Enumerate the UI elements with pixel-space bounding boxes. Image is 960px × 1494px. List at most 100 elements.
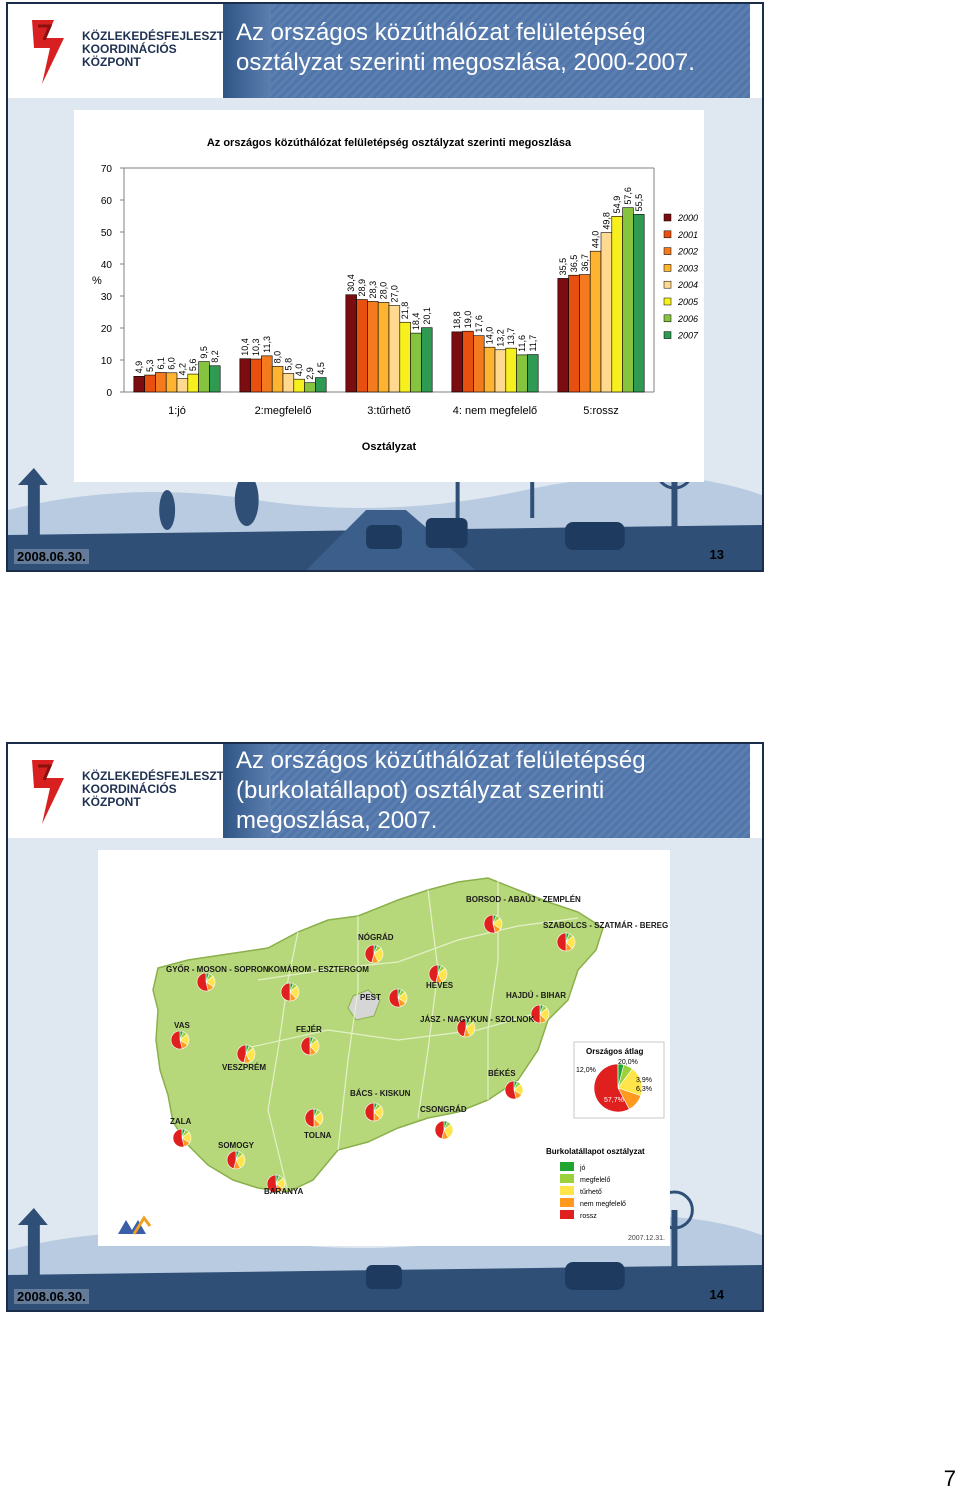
bar xyxy=(176,378,189,393)
county-map: BORSOD - ABAÚJ - ZEMPLÉN SZABOLCS - SZAT… xyxy=(118,877,668,1242)
bar xyxy=(589,250,602,393)
title-line-1: Az országos közúthálózat felületépség xyxy=(236,19,646,46)
bar-value-label: 28,0 xyxy=(379,282,389,300)
legend-label: 2006 xyxy=(677,314,698,324)
county-pie-chart xyxy=(300,1036,320,1056)
legend-swatch xyxy=(663,247,672,255)
bar xyxy=(633,214,645,393)
county-pie-chart xyxy=(483,914,503,934)
county-pie-chart xyxy=(236,1044,256,1064)
bar-value-label: 5,8 xyxy=(283,358,293,371)
y-axis-label: % xyxy=(92,275,102,287)
county-pie-chart xyxy=(226,1150,246,1170)
county-pie-chart xyxy=(556,932,576,952)
bar xyxy=(282,373,295,393)
bar xyxy=(198,361,210,393)
x-tick-label: 5:rossz xyxy=(583,405,618,417)
bar xyxy=(462,330,474,393)
county-pie-chart xyxy=(504,1080,524,1100)
logo-line-3: KÖZPONT xyxy=(82,55,141,69)
bar-value-label: 2,9 xyxy=(305,367,315,380)
legend-swatch xyxy=(663,331,672,339)
bar-value-label: 28,9 xyxy=(357,279,367,297)
bar xyxy=(250,358,262,393)
slide-header: KÖZLEKEDÉSFEJLESZTÉSI KOORDINÁCIÓS KÖZPO… xyxy=(8,744,762,838)
bar-value-label: 4,5 xyxy=(316,362,326,375)
chart-title: Az országos közúthálózat felületépség os… xyxy=(207,137,572,149)
avg-nem-megfelelo: 12,0% xyxy=(576,1067,596,1074)
legend-label: 2002 xyxy=(677,247,698,257)
bar xyxy=(261,355,273,393)
y-tick-label: 50 xyxy=(101,228,113,239)
title-line-2: osztályzat szerinti megoszlása, 2000-200… xyxy=(236,49,695,76)
bar xyxy=(600,232,613,393)
county-fejer: FEJÉR xyxy=(296,1025,322,1034)
logo-text: KÖZLEKEDÉSFEJLESZTÉSI KOORDINÁCIÓS KÖZPO… xyxy=(82,770,243,809)
legend-label: 2007 xyxy=(677,331,699,341)
bar xyxy=(209,365,221,393)
bar xyxy=(516,354,528,393)
y-tick-label: 30 xyxy=(101,292,113,303)
bar-chart: Az országos közúthálózat felületépség os… xyxy=(92,137,699,453)
bar-value-label: 19,0 xyxy=(463,311,473,329)
footer-date: 2008.06.30. xyxy=(14,549,89,564)
x-tick-label: 2:megfelelő xyxy=(255,405,312,417)
x-tick-label: 3:tűrhető xyxy=(367,405,410,417)
legend-swatch xyxy=(663,213,672,222)
bar-value-label: 54,9 xyxy=(612,196,622,214)
bar xyxy=(165,372,178,393)
logo-line-1: KÖZLEKEDÉSFEJLESZTÉSI xyxy=(82,29,244,43)
legend-label: megfelelő xyxy=(580,1177,610,1184)
legend-swatch xyxy=(663,230,672,239)
county-veszprem: VESZPRÉM xyxy=(222,1063,266,1072)
logo-text: KÖZLEKEDÉSFEJLESZTÉSI KOORDINÁCIÓS KÖZPO… xyxy=(82,30,243,69)
county-pie-chart xyxy=(196,972,216,992)
bar-value-label: 20,1 xyxy=(422,307,432,325)
bar-value-label: 17,6 xyxy=(474,315,484,333)
bar-value-label: 9,5 xyxy=(199,346,209,359)
bar xyxy=(367,301,379,393)
bar-value-label: 49,8 xyxy=(601,212,611,230)
bar-value-label: 6,1 xyxy=(156,357,166,370)
x-tick-label: 4: nem megfelelő xyxy=(453,405,537,417)
bar xyxy=(494,349,507,393)
county-szabolcs: SZABOLCS - SZATMÁR - BEREG xyxy=(543,921,668,930)
national-average-pie xyxy=(593,1063,643,1113)
logo-line-3: KÖZPONT xyxy=(82,795,141,809)
bar-value-label: 11,3 xyxy=(262,336,272,353)
legend-swatch xyxy=(663,297,672,306)
y-tick-label: 70 xyxy=(101,164,113,175)
bar xyxy=(356,299,368,393)
bar-value-label: 44,0 xyxy=(591,231,601,249)
bar-value-label: 6,0 xyxy=(167,357,177,370)
county-gyor: GYŐR - MOSON - SOPRON xyxy=(166,965,269,974)
slide-number: 14 xyxy=(709,1287,724,1302)
bar xyxy=(144,374,156,393)
logo-mark-icon xyxy=(32,760,64,824)
bar-value-label: 57,6 xyxy=(623,187,633,205)
county-pie-chart xyxy=(428,964,448,984)
bar-value-label: 13,7 xyxy=(506,328,516,346)
bar-value-label: 11,6 xyxy=(517,335,527,352)
bar xyxy=(451,331,463,393)
document-page-number: 7 xyxy=(943,1466,956,1491)
legend-swatch xyxy=(663,314,672,323)
bar xyxy=(421,327,433,393)
avg-rossz: 57,7% xyxy=(604,1097,624,1104)
bar xyxy=(505,347,517,393)
kkk-logo: KÖZLEKEDÉSFEJLESZTÉSI KOORDINÁCIÓS KÖZPO… xyxy=(24,16,243,96)
county-pie-chart xyxy=(280,982,300,1002)
bar-value-label: 4,0 xyxy=(294,364,304,377)
chart-panel: Az országos közúthálózat felületépség os… xyxy=(74,110,704,482)
legend-title: Burkolatállapot osztályzat xyxy=(546,1147,645,1156)
county-jasz: JÁSZ - NAGYKUN - SZOLNOK xyxy=(420,1015,534,1024)
legend-label: rossz xyxy=(580,1213,597,1220)
bar-value-label: 18,4 xyxy=(411,313,421,331)
bar xyxy=(410,332,422,393)
bar xyxy=(239,358,251,393)
bar-value-label: 10,4 xyxy=(240,338,250,356)
bar xyxy=(568,274,580,393)
county-pie-chart xyxy=(266,1174,286,1194)
bar-value-label: 35,5 xyxy=(558,258,568,276)
title-bar xyxy=(223,4,750,98)
